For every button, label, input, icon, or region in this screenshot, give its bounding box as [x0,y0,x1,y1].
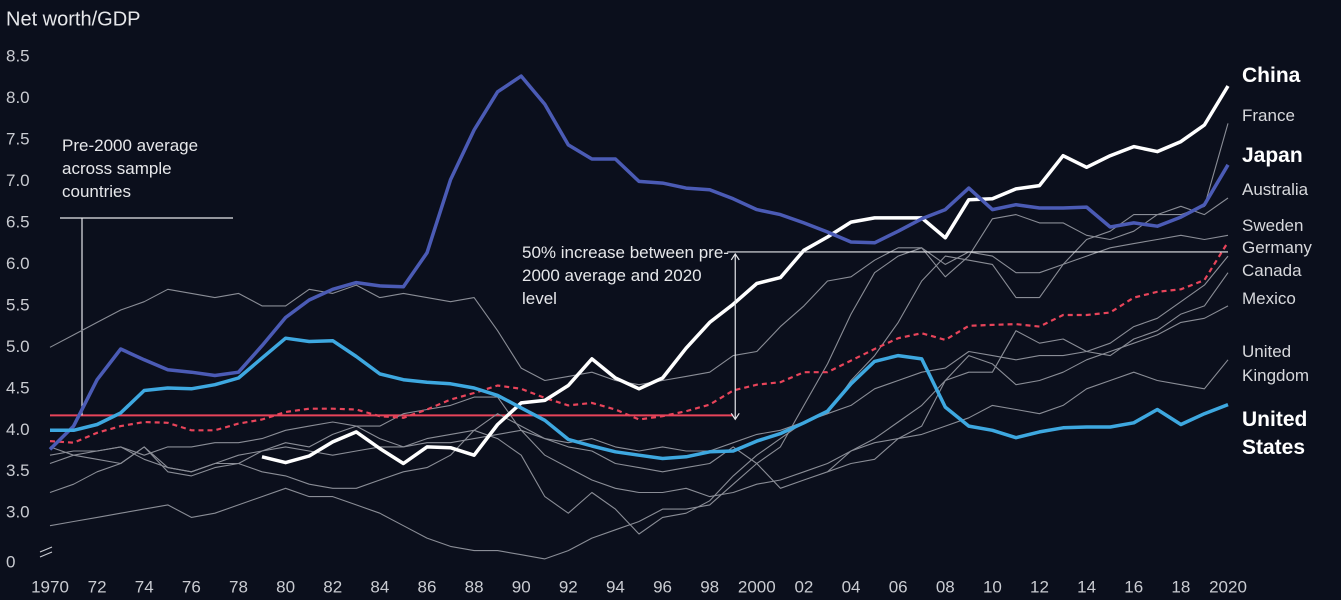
x-tick-label: 2000 [738,577,776,596]
series-line [49,197,1229,386]
axis-break [39,546,53,558]
x-tick-label: 74 [135,577,154,596]
x-tick-label: 88 [465,577,484,596]
break-mark [39,551,53,558]
increase-label: 50% increase between pre-2000 average an… [522,243,729,308]
y-tick-label: 0 [6,552,15,571]
x-tick-label: 96 [653,577,672,596]
y-tick-label: 4.0 [6,420,30,439]
x-tick-label: 80 [276,577,295,596]
reference-label: Pre-2000 average across sample countries [62,136,199,201]
y-tick-label: 8.0 [6,88,30,107]
arrow-head [730,413,740,421]
x-tick-label: 06 [889,577,908,596]
x-tick-label: 76 [182,577,201,596]
series-line [49,123,1229,535]
x-tick-label: 14 [1077,577,1096,596]
series-label: Mexico [1242,289,1296,308]
x-tick-label: 92 [559,577,578,596]
x-tick-label: 90 [512,577,531,596]
x-tick-label: 04 [842,577,861,596]
x-tick-label: 10 [983,577,1002,596]
x-tick-label: 84 [370,577,389,596]
series-label: Sweden [1242,216,1304,235]
y-tick-label: 4.5 [6,378,30,397]
y-tick-label: 5.5 [6,295,30,314]
series-line [49,359,1229,498]
x-tick-label: 2020 [1209,577,1247,596]
y-tick-label: 6.0 [6,254,30,273]
series-label: Canada [1242,261,1302,280]
y-tick-label: 7.5 [6,129,30,148]
series-line [827,305,1229,473]
x-tick-label: 98 [700,577,719,596]
series-label: United States [1242,408,1308,459]
chart-title: Net worth/GDP [6,8,140,30]
y-tick-label: 3.0 [6,503,30,522]
x-tick-label: 82 [323,577,342,596]
y-tick-label: 3.5 [6,461,30,480]
series-line [50,336,1229,461]
series-line [49,241,1229,444]
y-tick-label: 6.5 [6,212,30,231]
x-tick-label: 94 [606,577,625,596]
x-tick-label: 08 [936,577,955,596]
series-label: China [1242,64,1301,87]
y-tick-label: 7.0 [6,171,30,190]
x-tick-label: 18 [1171,577,1190,596]
series-line [49,234,1229,560]
arrow-head [730,252,740,261]
series-label: Germany [1242,238,1312,257]
series-label: France [1242,106,1295,125]
x-tick-label: 86 [417,577,436,596]
y-tick-label: 8.5 [6,46,30,65]
series-line [261,85,1230,466]
x-tick-label: 12 [1030,577,1049,596]
series-label: Australia [1242,180,1309,199]
series-line [49,255,1229,456]
x-tick-label: 78 [229,577,248,596]
x-tick-label: 02 [794,577,813,596]
break-mark [39,546,53,553]
x-tick-label: 72 [88,577,107,596]
x-tick-label: 1970 [31,577,69,596]
series-line [49,272,1229,489]
x-tick-label: 16 [1124,577,1143,596]
y-tick-label: 5.0 [6,337,30,356]
series-label: Japan [1242,144,1303,167]
series-line [48,74,1230,451]
series-label: United Kingdom [1242,342,1310,385]
